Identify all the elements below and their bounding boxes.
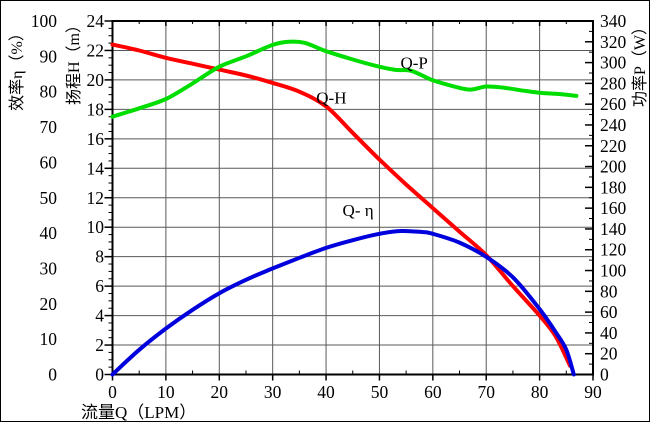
power-tick-label: 180: [600, 177, 627, 197]
power-tick-label: 280: [600, 73, 627, 93]
head-tick-label: 16: [87, 129, 105, 149]
eta-tick-label: 50: [40, 188, 58, 208]
curve-label-q: Q- η: [343, 201, 374, 220]
eta-tick-label: 40: [40, 223, 58, 243]
head-tick-label: 10: [87, 217, 105, 237]
power-tick-label: 0: [600, 365, 609, 385]
x-tick-label: 70: [477, 382, 495, 402]
power-tick-label: 40: [600, 323, 618, 343]
power-tick-label: 120: [600, 240, 627, 260]
eta-tick-label: 0: [48, 365, 57, 385]
x-tick-label: 40: [317, 382, 335, 402]
power-tick-label: 340: [600, 11, 627, 31]
x-tick-label: 80: [531, 382, 549, 402]
curve-label-q-h: Q-H: [316, 89, 346, 108]
x-tick-label: 10: [157, 382, 175, 402]
eta-tick-label: 30: [40, 258, 58, 278]
x-tick-label: 60: [424, 382, 442, 402]
x-tick-label: 0: [108, 382, 117, 402]
head-axis-title: 扬程H（m）: [66, 16, 83, 106]
power-tick-label: 80: [600, 281, 618, 301]
eta-tick-label: 80: [40, 82, 58, 102]
power-tick-label: 140: [600, 219, 627, 239]
power-axis-title: 功率P（W）: [632, 18, 649, 108]
power-tick-label: 240: [600, 115, 627, 135]
head-tick-label: 20: [87, 70, 105, 90]
eta-tick-label: 10: [40, 329, 58, 349]
head-tick-label: 22: [87, 40, 105, 60]
eta-tick-label: 70: [40, 117, 58, 137]
power-tick-label: 160: [600, 198, 627, 218]
head-tick-label: 4: [95, 306, 104, 326]
curve-q: [110, 228, 576, 377]
power-tick-label: 200: [600, 157, 627, 177]
x-tick-label: 30: [264, 382, 282, 402]
power-tick-label: 260: [600, 94, 627, 114]
eta-tick-label: 100: [31, 11, 58, 31]
power-tick-label: 320: [600, 32, 627, 52]
head-tick-label: 18: [87, 99, 105, 119]
head-tick-label: 0: [95, 365, 104, 385]
x-axis-title: 流量Q（LPM）: [81, 403, 197, 422]
eta-tick-label: 90: [40, 46, 58, 66]
x-tick-label: 50: [371, 382, 389, 402]
power-tick-label: 60: [600, 302, 618, 322]
x-tick-label: 90: [584, 382, 602, 402]
head-tick-label: 12: [87, 188, 105, 208]
head-tick-label: 24: [87, 11, 105, 31]
head-tick-label: 2: [95, 335, 104, 355]
curve-q-h: [110, 42, 572, 368]
x-tick-label: 20: [211, 382, 229, 402]
eta-tick-label: 60: [40, 152, 58, 172]
curve-label-q-p: Q-P: [400, 54, 427, 73]
curve-q-p: [110, 39, 579, 119]
power-tick-label: 300: [600, 53, 627, 73]
power-tick-label: 100: [600, 261, 627, 281]
head-tick-label: 14: [87, 158, 105, 178]
eta-tick-label: 20: [40, 294, 58, 314]
head-tick-label: 8: [95, 247, 104, 267]
power-tick-label: 20: [600, 344, 618, 364]
efficiency-axis-title: 效率η（%）: [9, 25, 26, 111]
power-tick-label: 220: [600, 136, 627, 156]
head-tick-label: 6: [95, 276, 104, 296]
